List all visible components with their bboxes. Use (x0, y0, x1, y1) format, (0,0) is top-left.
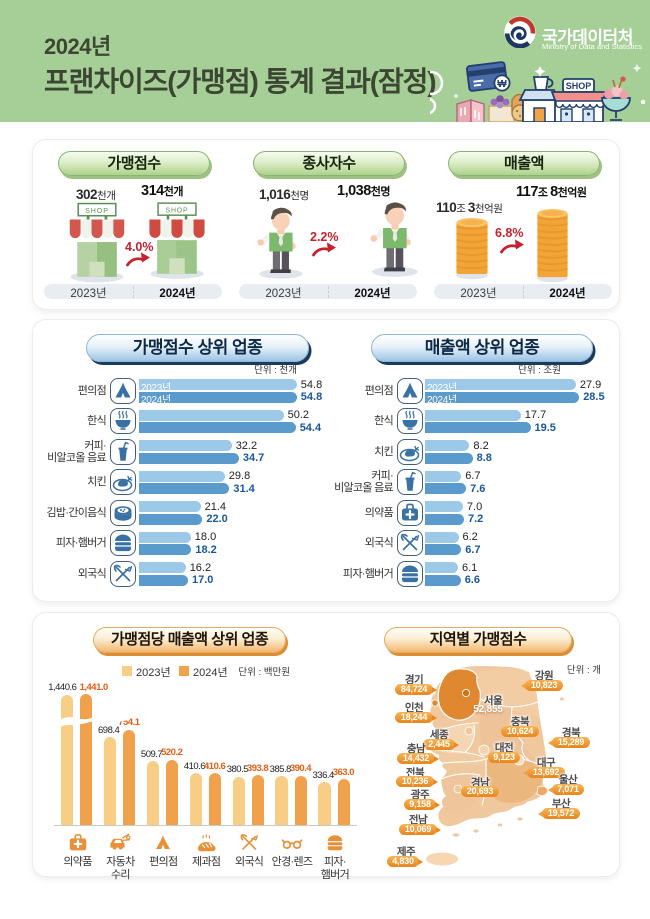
svg-text:SHOP: SHOP (166, 208, 189, 215)
svg-text:SHOP: SHOP (85, 208, 109, 215)
svg-text:₩: ₩ (497, 79, 507, 90)
svg-text:SHOP: SHOP (566, 81, 592, 91)
